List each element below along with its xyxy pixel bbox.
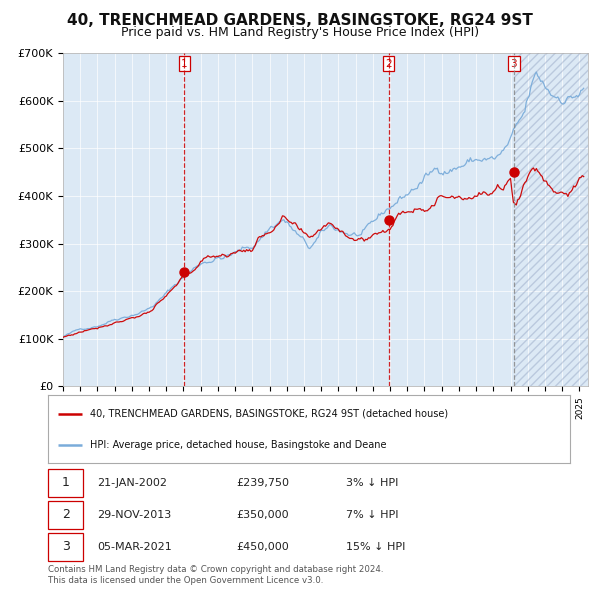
- Text: 21-JAN-2002: 21-JAN-2002: [98, 478, 167, 488]
- Text: £450,000: £450,000: [236, 542, 289, 552]
- Text: Price paid vs. HM Land Registry's House Price Index (HPI): Price paid vs. HM Land Registry's House …: [121, 26, 479, 39]
- FancyBboxPatch shape: [48, 468, 83, 497]
- Text: 1: 1: [62, 476, 70, 489]
- Text: 29-NOV-2013: 29-NOV-2013: [98, 510, 172, 520]
- Text: £239,750: £239,750: [236, 478, 289, 488]
- Text: £350,000: £350,000: [236, 510, 289, 520]
- Text: 2: 2: [385, 59, 392, 69]
- FancyBboxPatch shape: [48, 501, 83, 529]
- Text: 3: 3: [511, 59, 517, 69]
- Text: 7% ↓ HPI: 7% ↓ HPI: [346, 510, 398, 520]
- Text: 15% ↓ HPI: 15% ↓ HPI: [346, 542, 405, 552]
- FancyBboxPatch shape: [48, 533, 83, 561]
- Text: 40, TRENCHMEAD GARDENS, BASINGSTOKE, RG24 9ST (detached house): 40, TRENCHMEAD GARDENS, BASINGSTOKE, RG2…: [90, 409, 448, 419]
- Text: HPI: Average price, detached house, Basingstoke and Deane: HPI: Average price, detached house, Basi…: [90, 440, 386, 450]
- Text: 05-MAR-2021: 05-MAR-2021: [98, 542, 172, 552]
- Text: 1: 1: [181, 59, 188, 69]
- Text: 40, TRENCHMEAD GARDENS, BASINGSTOKE, RG24 9ST: 40, TRENCHMEAD GARDENS, BASINGSTOKE, RG2…: [67, 13, 533, 28]
- Text: 3: 3: [62, 540, 70, 553]
- Text: 2: 2: [62, 508, 70, 522]
- Text: 3% ↓ HPI: 3% ↓ HPI: [346, 478, 398, 488]
- Text: Contains HM Land Registry data © Crown copyright and database right 2024.
This d: Contains HM Land Registry data © Crown c…: [48, 565, 383, 585]
- Bar: [514, 53, 588, 386]
